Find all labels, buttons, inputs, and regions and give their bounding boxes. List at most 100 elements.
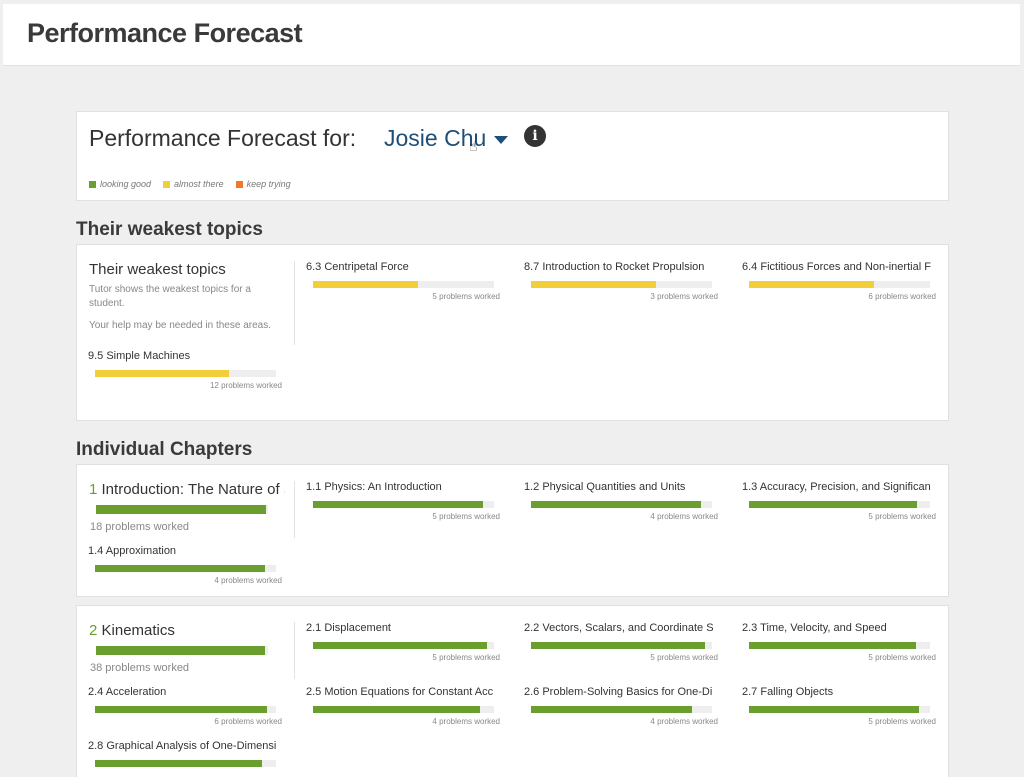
weak-topic[interactable]: 6.3 Centripetal Force 5 problems worked	[306, 261, 506, 301]
section-item[interactable]: 2.6 Problem-Solving Basics for One-Di 4 …	[524, 686, 724, 726]
progress-fill	[313, 501, 484, 508]
progress-fill	[95, 565, 266, 572]
chapter-name: Introduction: The Nature of S	[101, 481, 285, 498]
legend-label: keep trying	[246, 179, 291, 189]
weak-topic[interactable]: 6.4 Fictitious Forces and Non-inertial F…	[742, 261, 942, 301]
section-name: 2.6 Problem-Solving Basics for One-Di	[524, 686, 713, 698]
section-item[interactable]: 2.4 Acceleration 6 problems worked	[88, 686, 288, 726]
problems-worked: 6 problems worked	[214, 717, 282, 726]
progress-bar	[531, 706, 712, 713]
problems-worked: 5 problems worked	[432, 653, 500, 662]
topic-name: 8.7 Introduction to Rocket Propulsion	[524, 261, 705, 273]
section-name: 1.4 Approximation	[88, 545, 177, 557]
forecast-title: Performance Forecast for:	[89, 125, 357, 151]
problems-worked: 4 problems worked	[650, 512, 718, 521]
chapters-section-heading: Individual Chapters	[76, 439, 253, 460]
chapter-title: 2 Kinematics	[89, 622, 285, 639]
progress-bar	[749, 501, 930, 508]
info-icon[interactable]: i	[524, 125, 546, 147]
progress-fill	[749, 706, 920, 713]
progress-bar	[531, 501, 712, 508]
divider	[294, 261, 295, 345]
progress-bar	[749, 706, 930, 713]
section-item[interactable]: 1.4 Approximation 4 problems worked	[88, 545, 288, 585]
progress-bar	[313, 281, 494, 288]
weak-topic[interactable]: 8.7 Introduction to Rocket Propulsion 3 …	[524, 261, 724, 301]
problems-worked: 4 problems worked	[432, 717, 500, 726]
section-item[interactable]: 2.1 Displacement 5 problems worked	[306, 622, 506, 662]
weakest-summary-description: Tutor shows the weakest topics for a stu…	[89, 284, 251, 309]
legend-item-good: looking good	[89, 179, 151, 189]
legend: looking good almost there keep trying	[89, 179, 291, 189]
progress-bar	[95, 370, 276, 377]
weakest-panel: Their weakest topics Tutor shows the wea…	[76, 244, 949, 421]
progress-fill	[749, 501, 918, 508]
progress-fill	[96, 505, 267, 514]
section-item[interactable]: 2.2 Vectors, Scalars, and Coordinate S 5…	[524, 622, 724, 662]
progress-bar	[313, 706, 494, 713]
topic-name: 9.5 Simple Machines	[88, 350, 191, 362]
section-item[interactable]: 2.8 Graphical Analysis of One-Dimensi	[88, 740, 288, 767]
progress-bar	[313, 642, 494, 649]
section-item[interactable]: 1.3 Accuracy, Precision, and Significan …	[742, 481, 942, 521]
section-name: 2.7 Falling Objects	[742, 686, 834, 698]
chapter-problems-worked: 18 problems worked	[90, 521, 190, 533]
section-item[interactable]: 2.5 Motion Equations for Constant Acc 4 …	[306, 686, 506, 726]
problems-worked: 5 problems worked	[868, 512, 936, 521]
progress-fill	[531, 642, 705, 649]
section-item[interactable]: 1.2 Physical Quantities and Units 4 prob…	[524, 481, 724, 521]
section-name: 2.8 Graphical Analysis of One-Dimensi	[88, 740, 277, 752]
topic-name: 6.4 Fictitious Forces and Non-inertial F	[742, 261, 931, 273]
legend-label: looking good	[100, 179, 152, 189]
legend-item-keep: keep trying	[235, 179, 291, 189]
weakest-section-heading: Their weakest topics	[76, 219, 263, 240]
progress-fill	[313, 642, 487, 649]
progress-bar	[95, 565, 276, 572]
progress-bar	[531, 281, 712, 288]
progress-fill	[531, 706, 693, 713]
problems-worked: 12 problems worked	[209, 381, 282, 390]
progress-fill	[95, 706, 267, 713]
chapter-summary[interactable]: 1 Introduction: The Nature of S 18 probl…	[89, 481, 289, 533]
chapter-name: Kinematics	[101, 622, 175, 639]
progress-bar	[531, 642, 712, 649]
section-item[interactable]: 2.3 Time, Velocity, and Speed 5 problems…	[742, 622, 942, 662]
legend-swatch	[235, 180, 243, 188]
pointer-cursor-icon: ☝	[469, 138, 478, 154]
section-name: 2.5 Motion Equations for Constant Acc	[306, 686, 494, 698]
topic-name: 6.3 Centripetal Force	[306, 261, 409, 273]
progress-fill	[749, 281, 874, 288]
chapter-problems-worked: 38 problems worked	[90, 662, 190, 674]
chapter-progress-bar	[96, 646, 268, 655]
section-name: 2.2 Vectors, Scalars, and Coordinate S	[524, 622, 714, 634]
progress-fill	[95, 760, 262, 767]
section-item[interactable]: 2.7 Falling Objects 5 problems worked	[742, 686, 942, 726]
problems-worked: 5 problems worked	[868, 717, 936, 726]
student-dropdown[interactable]: Josie Chu	[384, 125, 509, 152]
legend-label: almost there	[174, 179, 224, 189]
weak-topic[interactable]: 9.5 Simple Machines 12 problems worked	[88, 350, 288, 390]
progress-fill	[96, 646, 265, 655]
weakest-summary-help: Your help may be needed in these areas.	[89, 320, 271, 331]
section-name: 1.2 Physical Quantities and Units	[524, 481, 686, 493]
problems-worked: 4 problems worked	[650, 717, 718, 726]
legend-swatch	[89, 180, 96, 188]
problems-worked: 3 problems worked	[650, 292, 718, 301]
divider	[294, 622, 295, 679]
section-item[interactable]: 1.1 Physics: An Introduction 5 problems …	[306, 481, 506, 521]
forecast-panel: Performance Forecast for: Josie Chu ☝ i …	[76, 111, 949, 201]
progress-fill	[531, 501, 702, 508]
chapter-summary[interactable]: 2 Kinematics 38 problems worked	[89, 622, 289, 674]
problems-worked: 5 problems worked	[432, 292, 500, 301]
section-name: 1.1 Physics: An Introduction	[306, 481, 442, 493]
problems-worked: 4 problems worked	[214, 576, 282, 585]
chapter-panel-1: 1 Introduction: The Nature of S 18 probl…	[76, 464, 949, 597]
progress-bar	[749, 642, 930, 649]
problems-worked: 6 problems worked	[868, 292, 936, 301]
progress-bar	[95, 706, 276, 713]
legend-item-almost: almost there	[163, 179, 224, 189]
weakest-summary-title: Their weakest topics	[89, 261, 226, 278]
section-name: 2.3 Time, Velocity, and Speed	[742, 622, 887, 634]
page-title: Performance Forecast	[27, 18, 303, 48]
problems-worked: 5 problems worked	[432, 512, 500, 521]
